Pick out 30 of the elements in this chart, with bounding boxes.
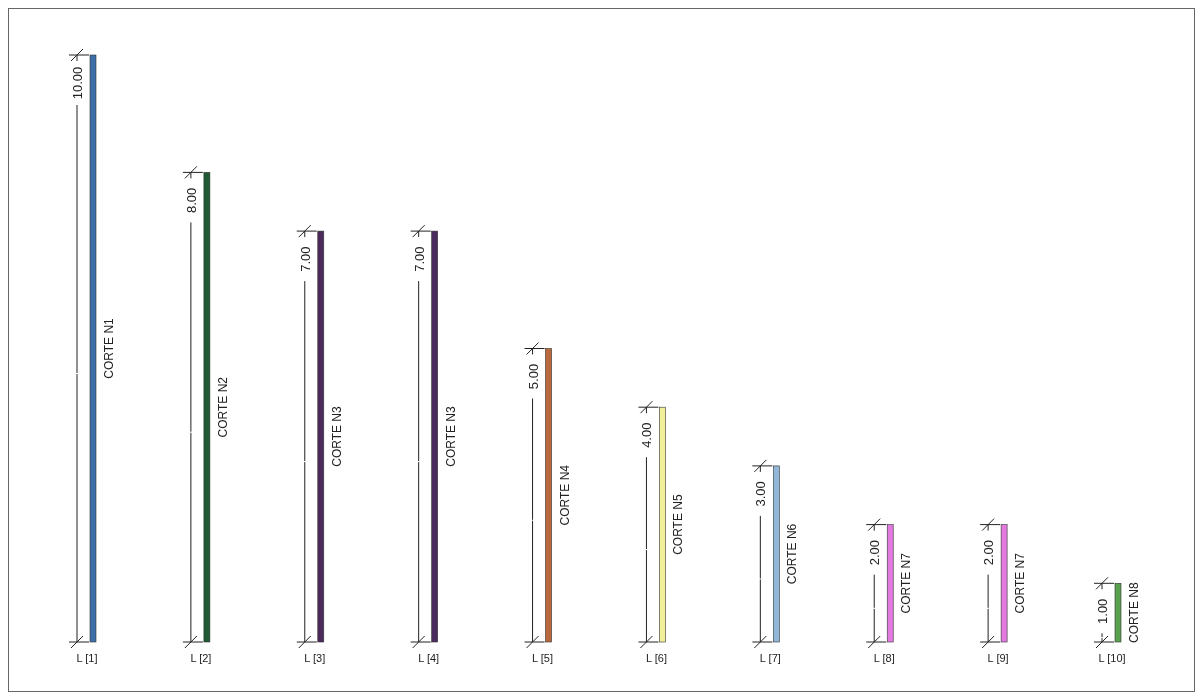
x-tick-label: L [9] [987, 652, 1009, 664]
annotation: CORTE N8 [1127, 582, 1141, 643]
x-tick-label: L [7] [759, 652, 781, 664]
data-label: 2.00 [981, 539, 997, 566]
x-tick-label: L [10] [1098, 652, 1126, 664]
data-label: 2.00 [867, 539, 883, 566]
annotation: CORTE N3 [329, 406, 344, 467]
annotation: CORTE N3 [443, 406, 458, 467]
annotation: CORTE N4 [557, 464, 572, 526]
x-tick-label: L [4] [418, 652, 440, 664]
data-label: 4.00 [639, 422, 655, 448]
annotation: CORTE N1 [102, 317, 116, 379]
data-label: 8.00 [183, 187, 199, 214]
annotation: CORTE N7 [1013, 552, 1028, 614]
annotation: CORTE N2 [215, 376, 230, 438]
x-tick-label: L [8] [873, 652, 895, 664]
x-tick-label: L [2] [190, 652, 212, 664]
annotation: CORTE N7 [899, 552, 914, 614]
data-label: 3.00 [753, 481, 769, 507]
x-tick-label: L [6] [645, 652, 667, 664]
data-label: 1.00 [1095, 598, 1110, 624]
data-label: 7.00 [411, 246, 427, 272]
x-tick-label: L [5] [532, 652, 554, 664]
data-label: 7.00 [297, 246, 313, 272]
annotation: CORTE N6 [785, 523, 800, 585]
x-tick-label: L [1] [76, 652, 98, 664]
data-label: 5.00 [525, 363, 541, 390]
x-tick-label: L [3] [304, 652, 326, 664]
annotation: CORTE N5 [671, 494, 686, 555]
data-label: 10.00 [70, 66, 85, 100]
